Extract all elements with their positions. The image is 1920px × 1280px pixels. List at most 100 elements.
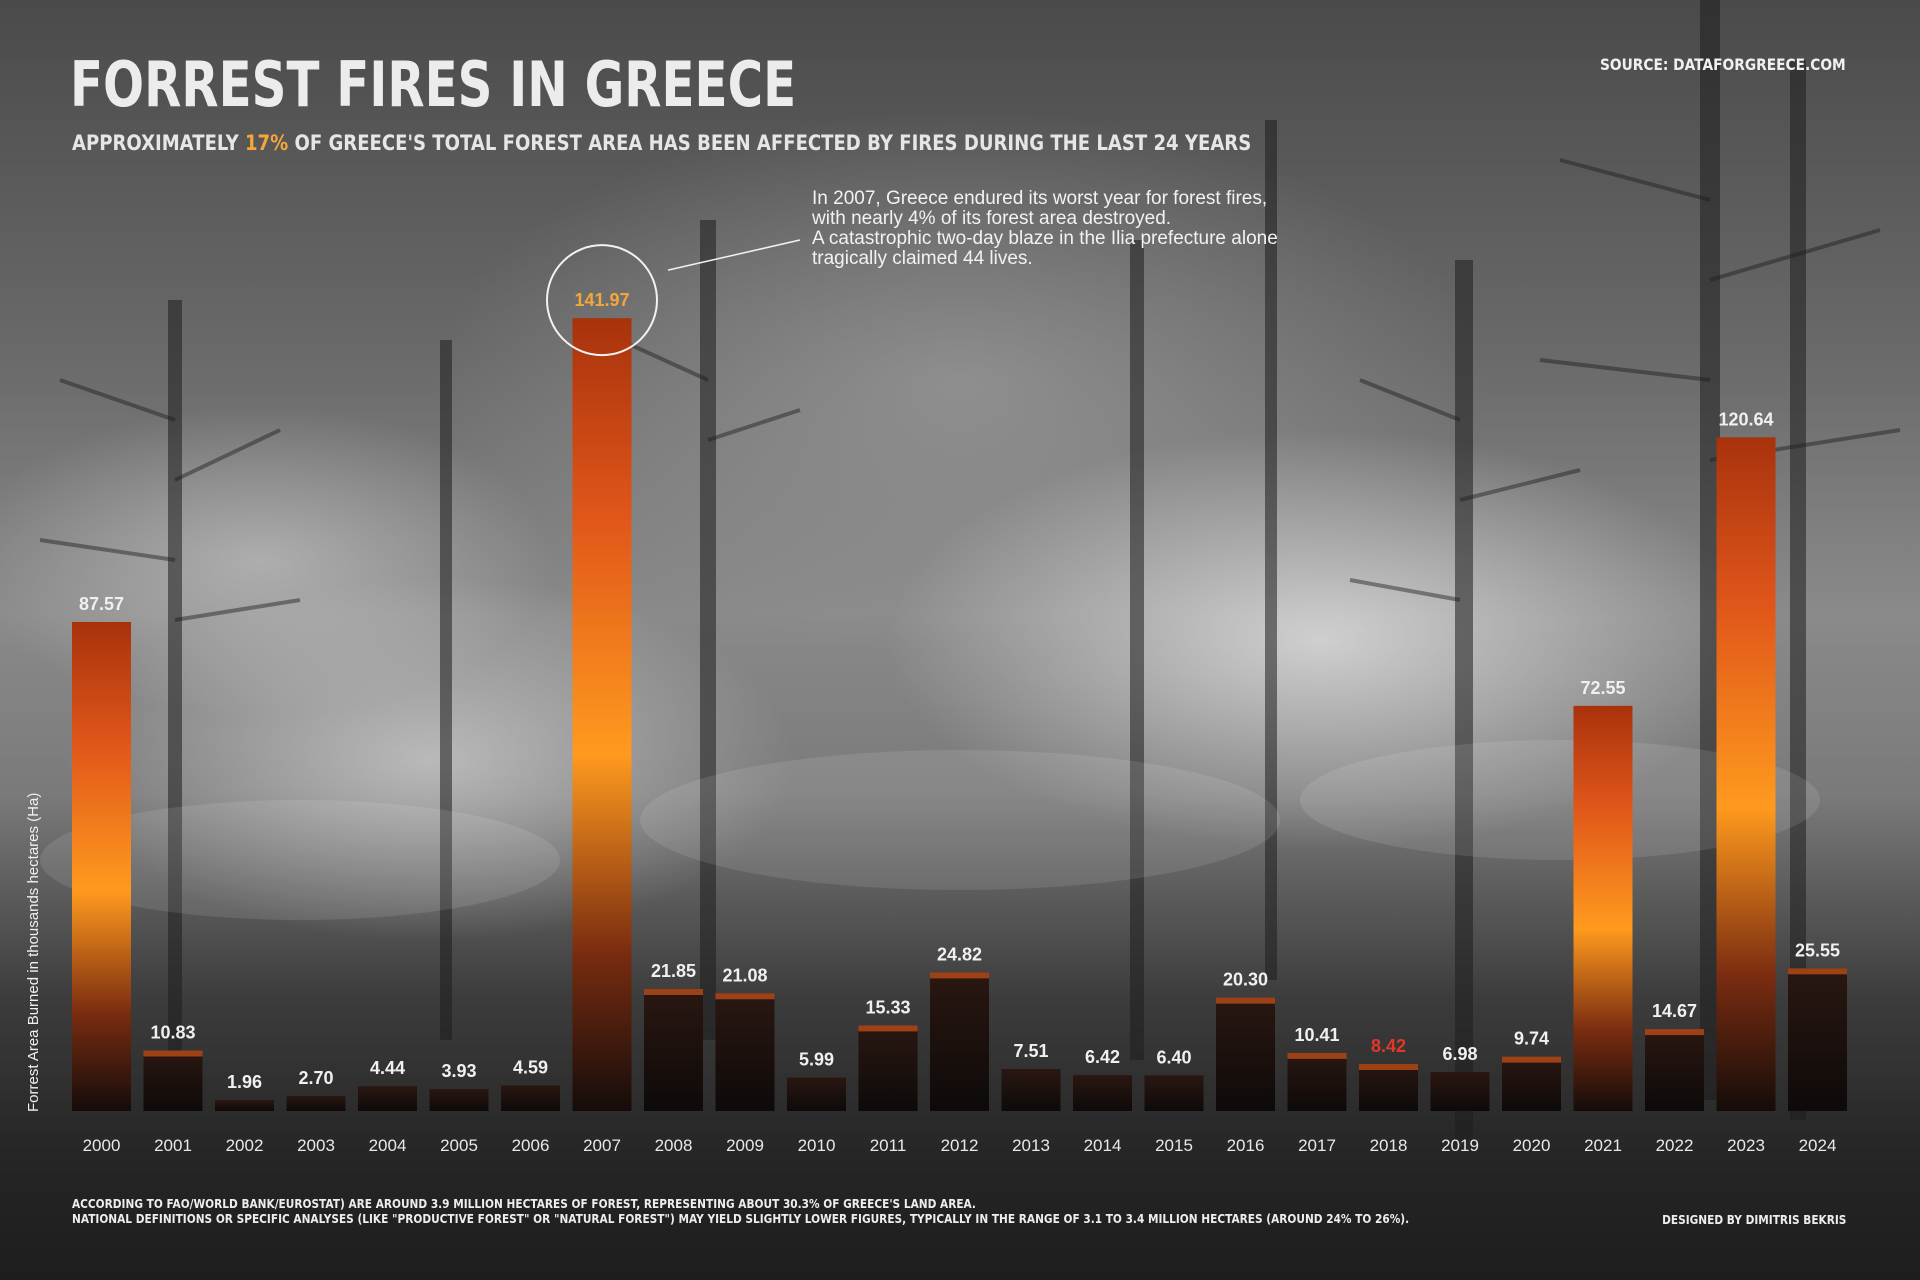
bar-2015 [1144, 1075, 1204, 1111]
data-label-2011: 15.33 [865, 997, 910, 1017]
data-label-2006: 4.59 [513, 1057, 548, 1077]
x-tick-2024: 2024 [1799, 1136, 1837, 1155]
bar-2008 [644, 988, 703, 1111]
bar-glow-2017 [1287, 1052, 1347, 1059]
x-tick-2007: 2007 [583, 1136, 621, 1155]
x-tick-2017: 2017 [1298, 1136, 1336, 1155]
x-tick-2020: 2020 [1513, 1136, 1551, 1155]
data-label-2010: 5.99 [799, 1050, 834, 1070]
annotation-line: A catastrophic two-day blaze in the Ilia… [812, 228, 1278, 249]
bar-2019 [1430, 1072, 1490, 1111]
x-tick-2008: 2008 [655, 1136, 693, 1155]
x-tick-2018: 2018 [1370, 1136, 1408, 1155]
bar-glow-2001 [143, 1050, 203, 1057]
subtitle: APPROXIMATELY 17% OF GREECE'S TOTAL FORE… [72, 131, 1251, 155]
bar-glow-2018 [1359, 1063, 1418, 1070]
designer-credit: DESIGNED BY DIMITRIS BEKRIS [1661, 1213, 1846, 1227]
bar-2000 [72, 621, 131, 1111]
x-tick-2000: 2000 [83, 1136, 121, 1155]
subtitle-text-before: APPROXIMATELY [72, 131, 245, 155]
bar-2004 [358, 1086, 417, 1111]
x-tick-2012: 2012 [941, 1136, 979, 1155]
data-label-2013: 7.51 [1013, 1041, 1048, 1061]
bar-glow-2011 [858, 1025, 918, 1032]
x-tick-2002: 2002 [226, 1136, 264, 1155]
bar-2016 [1216, 997, 1275, 1111]
bar-glow-2024 [1788, 968, 1847, 975]
footnote: ACCORDING TO FAO/WORLD BANK/EUROSTAT) AR… [72, 1197, 1409, 1227]
bar-2012 [930, 972, 989, 1111]
annotation-connector-line [667, 239, 801, 271]
bar-2013 [1001, 1069, 1061, 1111]
bar-2010 [787, 1077, 846, 1111]
data-label-2003: 2.70 [298, 1068, 333, 1088]
data-label-2014: 6.42 [1085, 1047, 1120, 1067]
data-label-2008: 21.85 [651, 961, 696, 981]
data-label-2000: 87.57 [79, 594, 124, 614]
x-tick-2021: 2021 [1584, 1136, 1622, 1155]
y-axis-label: Forrest Area Burned in thousands hectare… [25, 792, 42, 1112]
bar-2002 [215, 1100, 274, 1111]
bar-glow-2008 [644, 988, 703, 995]
bar-2017 [1287, 1052, 1347, 1111]
bar-2009 [715, 993, 775, 1111]
data-label-2021: 72.55 [1580, 678, 1625, 698]
annotation-2007: In 2007, Greece endured its worst year f… [812, 189, 1452, 269]
x-tick-2001: 2001 [154, 1136, 192, 1155]
annotation-line: with nearly 4% of its forest area destro… [812, 208, 1172, 229]
bar-2003 [286, 1095, 346, 1111]
bar-2014 [1073, 1075, 1132, 1111]
data-label-2015: 6.40 [1156, 1047, 1191, 1067]
annotation-pointer [546, 239, 801, 357]
bars-group: 87.57 2000 10.83 2001 1.96 2002 2.70 2003 4.44 20… [72, 290, 1847, 1155]
page-title: FORREST FIRES IN GREECE [70, 48, 797, 121]
subtitle-text-after: OF GREECE'S TOTAL FOREST AREA HAS BEEN A… [288, 131, 1252, 155]
bar-2006 [501, 1085, 560, 1111]
bar-2007 [572, 318, 632, 1111]
subtitle-highlight-percent: 17% [244, 131, 289, 155]
data-label-2005: 3.93 [441, 1061, 476, 1081]
bar-2024 [1788, 968, 1847, 1111]
x-tick-2019: 2019 [1441, 1136, 1479, 1155]
bar-glow-2022 [1645, 1029, 1704, 1036]
data-label-2007: 141.97 [574, 290, 629, 310]
data-label-2004: 4.44 [370, 1058, 405, 1078]
x-tick-2016: 2016 [1227, 1136, 1265, 1155]
data-label-2017: 10.41 [1294, 1025, 1339, 1045]
x-tick-2023: 2023 [1727, 1136, 1765, 1155]
data-label-2016: 20.30 [1223, 970, 1268, 990]
data-label-2023: 120.64 [1718, 409, 1773, 429]
footnote-line-1: ACCORDING TO FAO/WORLD BANK/EUROSTAT) AR… [72, 1197, 976, 1211]
highlight-circle [546, 244, 658, 357]
x-tick-2013: 2013 [1012, 1136, 1050, 1155]
x-tick-2014: 2014 [1084, 1136, 1122, 1155]
x-tick-2015: 2015 [1155, 1136, 1193, 1155]
bar-2021 [1573, 705, 1633, 1111]
bar-2001 [143, 1050, 203, 1111]
annotation-line: tragically claimed 44 lives. [812, 248, 1033, 269]
x-tick-2009: 2009 [726, 1136, 764, 1155]
x-tick-2011: 2011 [870, 1136, 907, 1155]
bar-glow-2016 [1216, 997, 1275, 1004]
bar-2011 [858, 1025, 918, 1111]
data-label-2020: 9.74 [1514, 1029, 1549, 1049]
data-label-2018: 8.42 [1371, 1036, 1406, 1056]
data-label-2022: 14.67 [1652, 1001, 1697, 1021]
bar-glow-2009 [715, 993, 775, 1000]
bar-2005 [429, 1089, 489, 1111]
footnote-line-2: NATIONAL DEFINITIONS OR SPECIFIC ANALYSE… [72, 1212, 1410, 1226]
data-label-2012: 24.82 [937, 944, 982, 964]
bar-glow-2020 [1502, 1056, 1561, 1063]
data-label-2019: 6.98 [1442, 1044, 1477, 1064]
x-tick-2003: 2003 [297, 1136, 335, 1155]
bar-2023 [1716, 437, 1776, 1112]
annotation-line: In 2007, Greece endured its worst year f… [812, 188, 1268, 209]
source-label: SOURCE: DATAFORGREECE.COM [1600, 55, 1846, 74]
x-tick-2010: 2010 [798, 1136, 836, 1155]
bar-2020 [1502, 1056, 1561, 1111]
x-tick-2004: 2004 [369, 1136, 407, 1155]
x-tick-2005: 2005 [440, 1136, 478, 1155]
bar-2018 [1359, 1063, 1418, 1111]
